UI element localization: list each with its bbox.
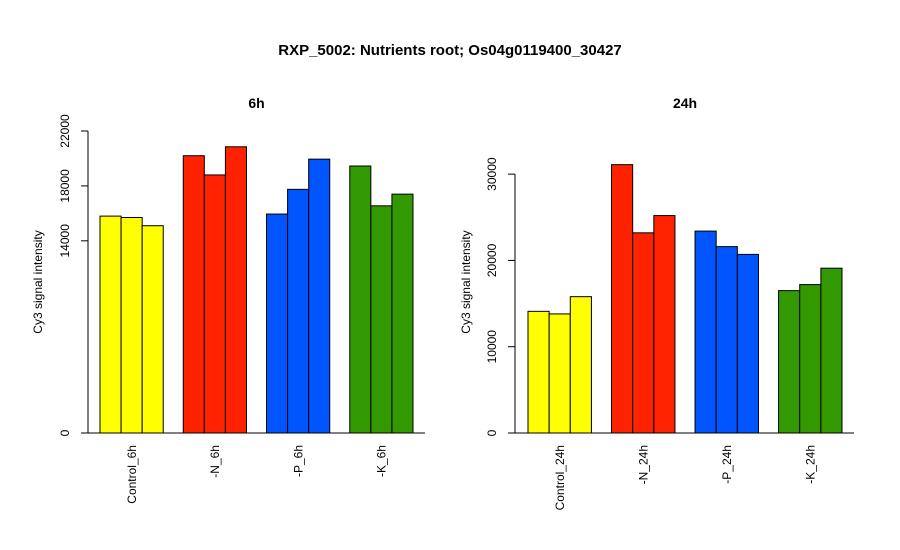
bar-n-24h-3 xyxy=(653,215,676,434)
bar-k-6h-3 xyxy=(391,193,414,434)
bar-control-6h-1 xyxy=(99,215,122,434)
bar-control-24h-1 xyxy=(527,310,550,434)
bar-n-24h-2 xyxy=(632,232,655,434)
bar-p-6h-2 xyxy=(287,188,310,434)
y-tick-label: 20000 xyxy=(485,243,499,277)
bar-k-6h-1 xyxy=(349,165,372,434)
bar-control-6h-2 xyxy=(120,216,143,434)
y-tick-label: 22000 xyxy=(58,114,72,148)
bar-n-6h-1 xyxy=(182,155,205,434)
bar-control-24h-2 xyxy=(548,313,571,434)
y-tick-label: 18000 xyxy=(58,169,72,203)
panel-title: 24h xyxy=(673,95,697,111)
x-category-label: Control_6h xyxy=(125,445,139,504)
y-tick-label: 0 xyxy=(58,429,72,436)
y-axis-label: Cy3 signal intensity xyxy=(31,230,45,333)
bar-control-6h-3 xyxy=(141,225,164,434)
bar-n-24h-1 xyxy=(611,164,634,434)
bar-k-24h-3 xyxy=(820,267,843,434)
x-category-label: Control_24h xyxy=(553,445,567,510)
bar-p-6h-3 xyxy=(308,158,331,434)
bar-p-6h-1 xyxy=(266,213,289,434)
x-category-label: -P_6h xyxy=(291,445,305,477)
bar-p-24h-2 xyxy=(715,246,738,434)
y-tick-label: 30000 xyxy=(485,157,499,191)
bar-k-24h-2 xyxy=(799,284,822,434)
y-axis-label: Cy3 signal intensity xyxy=(459,230,473,333)
bar-n-6h-2 xyxy=(203,174,226,434)
x-category-label: -N_6h xyxy=(208,445,222,478)
bar-k-6h-2 xyxy=(370,205,393,434)
y-tick-label: 0 xyxy=(485,429,499,436)
chart-main-title: RXP_5002: Nutrients root; Os04g0119400_3… xyxy=(278,42,622,59)
x-category-label: -K_6h xyxy=(375,445,389,477)
x-category-label: -K_24h xyxy=(803,445,817,484)
chart-panel-24h: 24h 0 10000 20000 30000 Cy3 signal intensity C… xyxy=(459,95,854,510)
bar-k-24h-1 xyxy=(778,290,801,434)
bar-control-24h-3 xyxy=(569,296,592,434)
x-category-label: -P_24h xyxy=(720,445,734,484)
chart-panel-6h: 6h 0 14000 18000 22000 Cy3 signal intensity Co… xyxy=(31,95,425,504)
x-category-label: -N_24h xyxy=(636,445,650,484)
bar-n-6h-3 xyxy=(224,146,247,434)
bar-p-24h-1 xyxy=(694,230,717,434)
panel-title: 6h xyxy=(248,95,264,111)
y-tick-label: 10000 xyxy=(485,330,499,364)
bar-p-24h-3 xyxy=(736,253,759,434)
y-tick-label: 14000 xyxy=(58,224,72,258)
